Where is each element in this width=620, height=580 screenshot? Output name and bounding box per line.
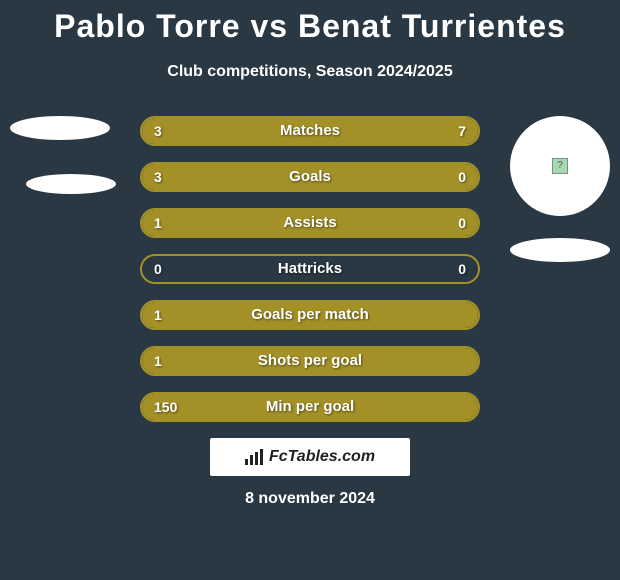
stat-row: 1Assists0: [140, 208, 480, 238]
player2-name: Benat Turrientes: [298, 8, 566, 44]
stat-row: 1Shots per goal: [140, 346, 480, 376]
player2-avatar-ellipse: [510, 238, 610, 262]
stat-label: Assists: [142, 210, 478, 236]
bars-list: 3Matches73Goals01Assists00Hattricks01Goa…: [140, 116, 480, 422]
vs-text: vs: [250, 8, 288, 44]
stat-label: Goals: [142, 164, 478, 190]
stat-label: Shots per goal: [142, 348, 478, 374]
placeholder-icon: ?: [552, 158, 568, 174]
chart-icon: [245, 449, 265, 465]
stat-row: 0Hattricks0: [140, 254, 480, 284]
stat-row: 150Min per goal: [140, 392, 480, 422]
footer-date: 8 november 2024: [0, 490, 620, 508]
stat-value-right: 0: [458, 210, 466, 236]
stat-row: 3Matches7: [140, 116, 480, 146]
player2-avatar-group: ?: [510, 116, 610, 262]
stat-value-right: 0: [458, 256, 466, 282]
stat-row: 1Goals per match: [140, 300, 480, 330]
player1-avatar-ellipse-top: [10, 116, 110, 140]
comparison-title: Pablo Torre vs Benat Turrientes: [0, 0, 620, 45]
player2-avatar-circle: ?: [510, 116, 610, 216]
subtitle: Club competitions, Season 2024/2025: [0, 63, 620, 81]
stat-label: Min per goal: [142, 394, 478, 420]
stat-value-right: 7: [458, 118, 466, 144]
footer-logo: FcTables.com: [210, 438, 410, 476]
stat-value-right: 0: [458, 164, 466, 190]
stat-label: Hattricks: [142, 256, 478, 282]
stat-row: 3Goals0: [140, 162, 480, 192]
stat-label: Goals per match: [142, 302, 478, 328]
footer-logo-text: FcTables.com: [269, 448, 375, 466]
stat-label: Matches: [142, 118, 478, 144]
stats-container: ? 3Matches73Goals01Assists00Hattricks01G…: [0, 116, 620, 422]
player1-name: Pablo Torre: [54, 8, 240, 44]
player1-avatar-ellipse-bottom: [26, 174, 116, 194]
player1-avatar-group: [10, 116, 116, 194]
